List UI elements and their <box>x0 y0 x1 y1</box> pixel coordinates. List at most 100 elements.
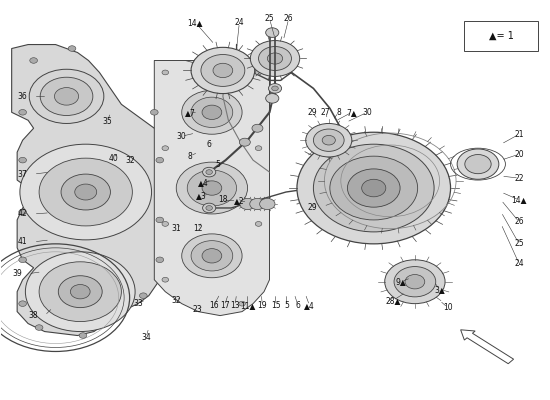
Text: 18: 18 <box>218 196 228 204</box>
Text: 6: 6 <box>295 301 300 310</box>
Circle shape <box>206 170 212 174</box>
Text: 23: 23 <box>192 305 202 314</box>
Circle shape <box>70 284 90 299</box>
Circle shape <box>61 174 111 210</box>
Text: 11▲: 11▲ <box>240 301 255 310</box>
Circle shape <box>322 136 335 145</box>
Text: 14▲: 14▲ <box>512 196 527 204</box>
Circle shape <box>266 28 279 37</box>
Text: 6: 6 <box>207 140 212 149</box>
Text: 5: 5 <box>215 160 220 169</box>
Text: 8: 8 <box>188 152 192 161</box>
Circle shape <box>140 293 147 298</box>
Circle shape <box>191 47 255 94</box>
Text: 13: 13 <box>230 301 240 310</box>
Text: 32: 32 <box>172 296 181 305</box>
Circle shape <box>255 146 262 150</box>
Circle shape <box>297 132 450 244</box>
Text: 10: 10 <box>443 303 453 312</box>
Circle shape <box>314 144 434 232</box>
FancyArrow shape <box>461 330 514 364</box>
Circle shape <box>68 46 76 51</box>
Text: 8: 8 <box>336 108 341 117</box>
Text: 25: 25 <box>265 14 274 23</box>
Circle shape <box>39 158 133 226</box>
Text: ▲4: ▲4 <box>304 301 315 310</box>
Circle shape <box>202 105 222 120</box>
Circle shape <box>250 40 300 76</box>
Circle shape <box>19 110 26 115</box>
Circle shape <box>239 138 250 146</box>
Circle shape <box>29 69 104 124</box>
Text: 30: 30 <box>177 132 186 141</box>
Circle shape <box>255 222 262 226</box>
Circle shape <box>162 146 168 150</box>
Circle shape <box>250 198 265 210</box>
Circle shape <box>201 54 245 86</box>
Circle shape <box>20 144 152 240</box>
Circle shape <box>362 179 386 197</box>
Text: 35: 35 <box>103 116 113 126</box>
Circle shape <box>384 260 445 304</box>
Circle shape <box>202 203 216 213</box>
Text: 19: 19 <box>257 301 267 310</box>
Circle shape <box>156 157 164 163</box>
Text: 14▲: 14▲ <box>188 18 203 27</box>
Text: 25: 25 <box>514 239 524 248</box>
Text: 41: 41 <box>18 237 28 246</box>
Text: 24: 24 <box>234 18 244 27</box>
Circle shape <box>40 77 93 116</box>
Circle shape <box>182 234 242 278</box>
Circle shape <box>39 262 122 322</box>
Text: 38: 38 <box>29 311 38 320</box>
Circle shape <box>202 181 222 195</box>
Text: 29: 29 <box>307 204 317 212</box>
Circle shape <box>239 301 245 306</box>
Text: 28▲: 28▲ <box>385 296 400 305</box>
Circle shape <box>75 184 97 200</box>
Text: ▲7: ▲7 <box>185 108 195 117</box>
Circle shape <box>19 209 26 215</box>
Text: 22: 22 <box>514 174 524 182</box>
Circle shape <box>260 198 275 210</box>
Circle shape <box>268 84 282 93</box>
Text: 12: 12 <box>194 224 203 233</box>
Circle shape <box>252 124 263 132</box>
Circle shape <box>348 169 400 207</box>
Text: 26: 26 <box>284 14 294 23</box>
Text: 42: 42 <box>18 210 28 218</box>
Text: ▲= 1: ▲= 1 <box>489 30 514 40</box>
Text: 26: 26 <box>514 218 524 226</box>
Circle shape <box>267 53 283 64</box>
Text: 9▲: 9▲ <box>396 277 406 286</box>
Circle shape <box>272 86 278 91</box>
Circle shape <box>240 198 255 210</box>
Circle shape <box>306 124 352 157</box>
Circle shape <box>58 276 102 308</box>
Text: 20: 20 <box>514 150 524 159</box>
Text: 27: 27 <box>321 108 331 117</box>
Circle shape <box>314 129 344 151</box>
Circle shape <box>35 325 43 330</box>
Bar <box>464 21 538 50</box>
Circle shape <box>457 149 499 179</box>
Text: 34: 34 <box>141 333 151 342</box>
Circle shape <box>176 162 248 214</box>
Text: 3▲: 3▲ <box>434 285 445 294</box>
Circle shape <box>202 249 222 263</box>
Text: ▲4: ▲4 <box>199 178 209 186</box>
Polygon shape <box>155 60 270 316</box>
Text: 24: 24 <box>514 259 524 268</box>
Circle shape <box>330 156 417 220</box>
Text: 33: 33 <box>133 299 142 308</box>
Polygon shape <box>12 44 166 336</box>
Circle shape <box>54 88 79 105</box>
Circle shape <box>191 241 233 271</box>
Circle shape <box>465 154 491 174</box>
Circle shape <box>162 222 168 226</box>
Text: 16: 16 <box>209 301 218 310</box>
Circle shape <box>255 70 262 75</box>
Text: 30: 30 <box>362 108 372 117</box>
Circle shape <box>187 170 236 206</box>
Circle shape <box>405 274 425 289</box>
